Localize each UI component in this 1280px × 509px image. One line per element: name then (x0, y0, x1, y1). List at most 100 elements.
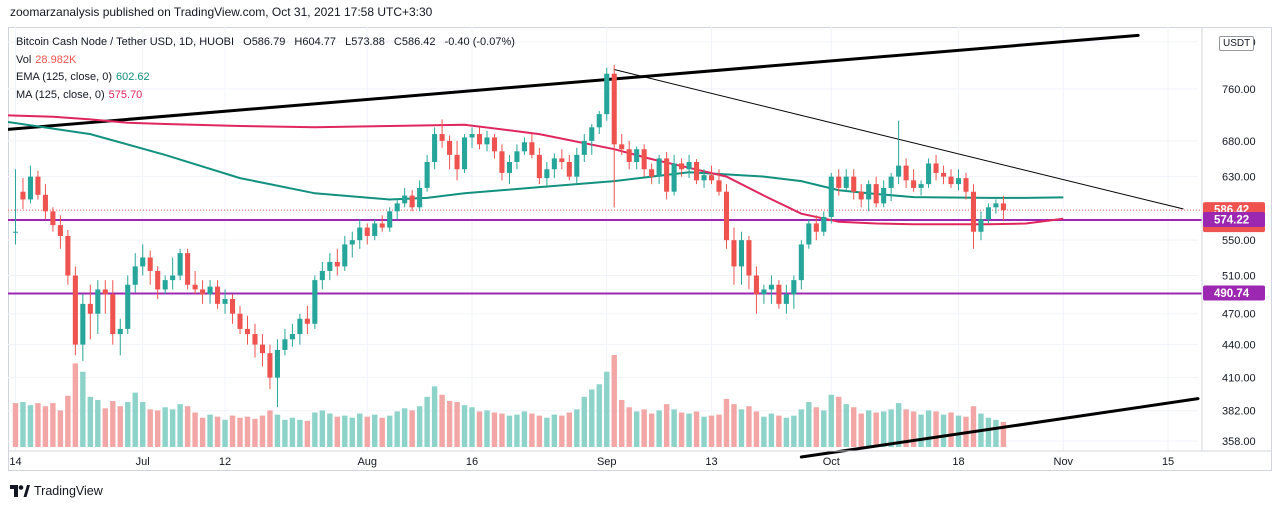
candle-body-22 (177, 253, 183, 276)
volume-bar-121 (918, 414, 924, 447)
candle-body-72 (551, 158, 557, 170)
candle-body-85 (649, 169, 655, 177)
candle-body-74 (566, 162, 572, 177)
candle-body-67 (514, 151, 520, 163)
candle-body-119 (903, 165, 909, 181)
candle-body-88 (671, 163, 677, 192)
candle-body-116 (881, 187, 887, 204)
volume-bar-22 (177, 404, 183, 447)
volume-bar-53 (409, 410, 415, 447)
volume-bar-27 (214, 416, 221, 447)
volume-bar-46 (357, 413, 363, 447)
candle-body-131 (993, 203, 999, 208)
candle-body-37 (289, 334, 295, 340)
candle-body-109 (828, 176, 834, 217)
volume-bar-118 (895, 403, 902, 447)
candle-body-68 (521, 142, 527, 152)
x-tick-label-9: Nov (1054, 456, 1074, 468)
open-label: O (243, 36, 252, 48)
brand-name: TradingView (34, 484, 103, 498)
volume-bar-109 (828, 394, 834, 447)
candle-body-98 (746, 240, 752, 276)
volume-bar-125 (948, 412, 954, 447)
candle-body-73 (559, 158, 565, 163)
volume-bar-96 (731, 404, 737, 447)
legend-volume-row[interactable]: Vol 28.982K (16, 52, 515, 70)
currency-badge[interactable]: USDT (1219, 36, 1255, 51)
candle-body-58 (447, 140, 453, 155)
volume-bar-97 (738, 409, 745, 447)
low-label: L (345, 36, 352, 48)
volume-bar-84 (641, 409, 647, 447)
candle-body-5 (50, 211, 56, 226)
candle-body-124 (940, 172, 947, 177)
volume-bar-5 (50, 403, 56, 447)
volume-bar-90 (686, 413, 692, 447)
candle-body-112 (851, 176, 857, 192)
tradingview-brand[interactable]: TradingView (10, 484, 103, 498)
volume-bar-69 (529, 413, 535, 447)
candle-body-34 (267, 353, 273, 378)
candle-body-43 (334, 261, 340, 267)
candle-body-55 (424, 162, 430, 188)
candle-body-62 (476, 134, 483, 145)
volume-bar-119 (903, 409, 909, 447)
candle-body-20 (162, 280, 168, 290)
volume-bar-57 (439, 394, 445, 447)
volume-bar-6 (57, 410, 64, 447)
open-value: 586.79 (251, 36, 286, 48)
x-tick-label-7: Oct (823, 456, 840, 468)
candle-body-50 (387, 211, 393, 228)
symbol-name[interactable]: Bitcoin Cash Node / Tether USD, 1D, HUOB… (16, 36, 235, 48)
volume-bar-120 (910, 411, 917, 447)
volume-bar-28 (222, 419, 228, 447)
volume-bar-12 (102, 408, 108, 447)
candle-body-89 (679, 163, 685, 170)
volume-bar-14 (117, 406, 123, 447)
y-tick-label-2: 680.00 (1222, 136, 1256, 148)
candle-body-0 (12, 231, 19, 233)
candle-body-9 (80, 303, 86, 345)
volume-bar-85 (648, 413, 655, 447)
volume-bar-94 (716, 414, 722, 447)
close-value: 586.42 (401, 36, 436, 48)
volume-bar-48 (372, 414, 378, 447)
candle-body-118 (896, 165, 902, 177)
legend-ema-row[interactable]: EMA (125, close, 0) 602.62 (16, 69, 515, 87)
candle-body-122 (926, 163, 932, 185)
candle-body-103 (783, 294, 789, 304)
volume-bar-52 (401, 408, 408, 447)
vol-label: Vol (16, 53, 32, 66)
volume-bar-45 (349, 417, 355, 447)
candle-body-26 (207, 286, 213, 295)
candle-body-69 (529, 142, 535, 155)
legend-ma-row[interactable]: MA (125, close, 0) 575.70 (16, 87, 515, 105)
candle-body-70 (536, 154, 542, 179)
price-chart[interactable]: 840.00760.00680.00630.00550.00510.00470.… (8, 27, 1272, 471)
volume-bar-26 (207, 414, 213, 447)
candle-body-86 (656, 158, 662, 177)
candle-body-39 (304, 318, 310, 324)
price-label-1: 574.22 (1214, 215, 1249, 227)
ema-125-line (8, 121, 1064, 201)
y-tick-label-7: 440.00 (1222, 340, 1256, 352)
candle-body-64 (491, 137, 498, 152)
volume-bar-50 (387, 415, 393, 447)
volume-bar-107 (813, 407, 819, 447)
chart-legend: Bitcoin Cash Node / Tether USD, 1D, HUOB… (16, 34, 515, 104)
candle-body-33 (259, 344, 266, 354)
candle-body-61 (469, 134, 475, 138)
volume-bar-10 (87, 396, 94, 447)
volume-bar-31 (244, 416, 251, 447)
volume-bar-67 (514, 414, 520, 447)
volume-bar-32 (252, 418, 258, 447)
candle-body-99 (753, 275, 759, 295)
volume-bar-54 (416, 406, 423, 447)
candle-body-16 (132, 266, 138, 285)
volume-bar-7 (65, 395, 71, 447)
candle-body-40 (312, 280, 318, 324)
candle-body-35 (274, 349, 280, 378)
volume-bar-132 (1000, 421, 1007, 447)
candle-body-93 (708, 175, 715, 181)
volume-bar-34 (267, 410, 273, 447)
